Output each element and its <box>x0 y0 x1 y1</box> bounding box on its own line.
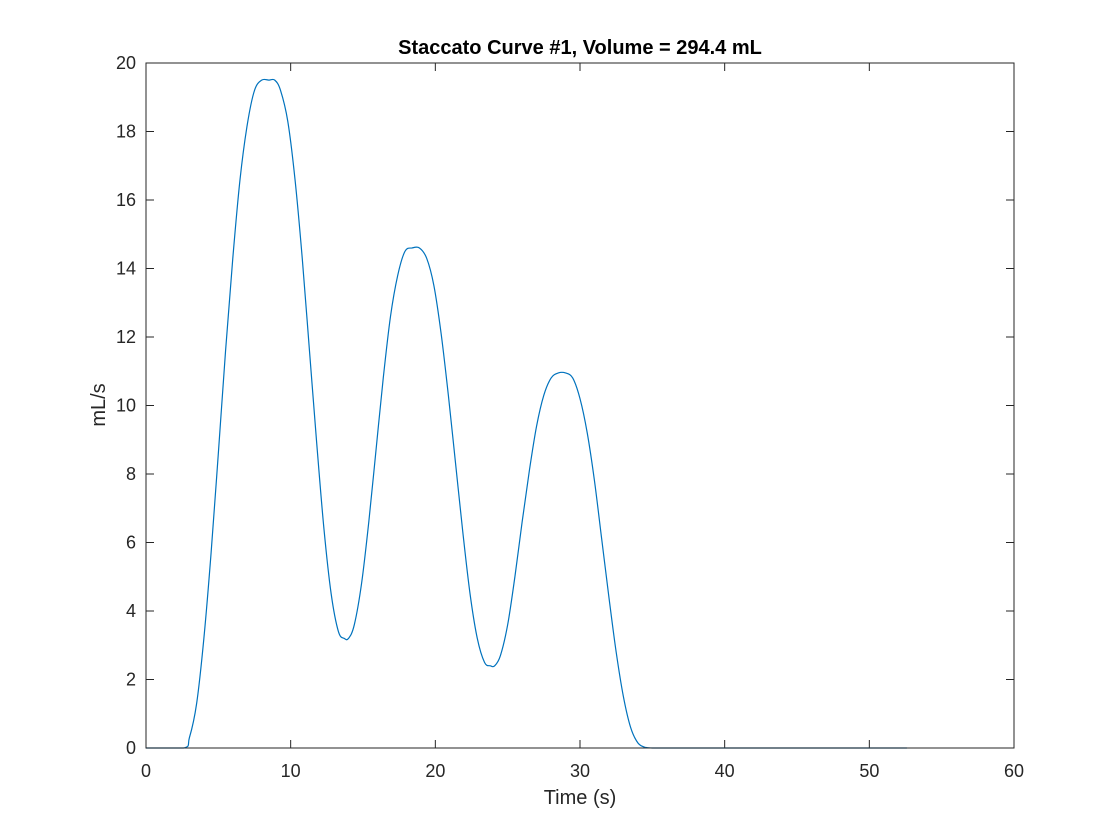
y-tick-label: 0 <box>126 738 136 758</box>
x-tick-label: 20 <box>425 761 445 781</box>
y-tick-label: 14 <box>116 259 136 279</box>
y-axis-label: mL/s <box>88 383 110 426</box>
y-tick-label: 10 <box>116 396 136 416</box>
x-axis-label: Time (s) <box>544 787 617 809</box>
y-tick-label: 2 <box>126 670 136 690</box>
y-tick-label: 12 <box>116 327 136 347</box>
x-tick-label: 10 <box>281 761 301 781</box>
plot-area-border <box>145 62 1015 749</box>
y-tick-label: 8 <box>126 464 136 484</box>
y-tick-label: 18 <box>116 122 136 142</box>
x-tick-labels: 0 10 20 30 40 50 60 <box>141 761 1024 781</box>
y-tick-labels: 0 2 4 6 8 10 12 14 16 18 20 <box>116 53 136 758</box>
plot-area-background <box>146 63 1014 748</box>
y-tick-label: 20 <box>116 53 136 73</box>
y-tick-label: 6 <box>126 533 136 553</box>
y-tick-label: 16 <box>116 190 136 210</box>
chart-title: Staccato Curve #1, Volume = 294.4 mL <box>398 37 762 59</box>
y-tick-label: 4 <box>126 601 136 621</box>
x-tick-label: 60 <box>1004 761 1024 781</box>
x-tick-label: 0 <box>141 761 151 781</box>
series-line <box>145 78 907 749</box>
x-tick-label: 40 <box>715 761 735 781</box>
x-tick-label: 50 <box>859 761 879 781</box>
x-tick-label: 30 <box>570 761 590 781</box>
